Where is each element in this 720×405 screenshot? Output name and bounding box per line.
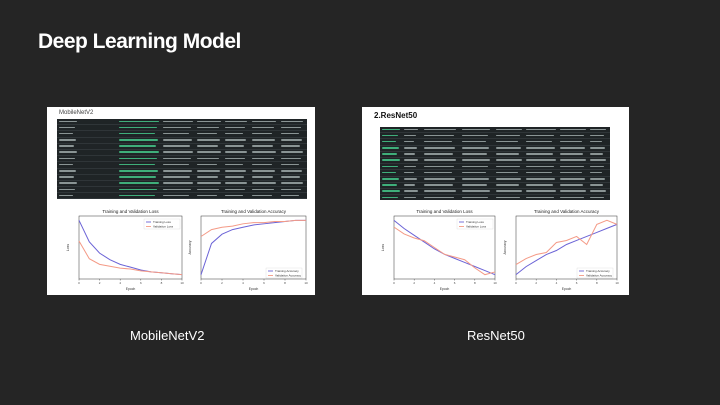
x-tick-label: 6 xyxy=(576,281,578,285)
log-line xyxy=(380,152,610,158)
legend-label: Training Accuracy xyxy=(586,269,610,273)
x-tick-label: 6 xyxy=(263,281,265,285)
log-line xyxy=(57,169,307,175)
legend-label: Validation Accuracy xyxy=(275,274,301,278)
training-log-terminal xyxy=(57,119,307,199)
x-tick-label: 2 xyxy=(413,281,415,285)
log-line xyxy=(57,175,307,181)
log-line xyxy=(380,158,610,165)
log-line xyxy=(380,177,610,183)
resnet-result-image: 2.ResNet50 Training and Validation Loss 0… xyxy=(362,107,629,295)
legend xyxy=(265,267,303,279)
training-series-line xyxy=(515,223,618,276)
slide-title: Deep Learning Model xyxy=(38,30,241,53)
log-line xyxy=(380,189,610,196)
log-line xyxy=(57,187,307,194)
log-line xyxy=(57,131,307,138)
x-tick-label: 4 xyxy=(119,281,121,285)
plot-frame xyxy=(393,215,496,280)
log-line xyxy=(380,146,610,152)
validation-series-line xyxy=(393,226,496,276)
log-line xyxy=(380,133,610,140)
x-tick-label: 6 xyxy=(140,281,142,285)
x-axis-label: Epoch xyxy=(126,287,136,291)
loss-chart: Training and Validation Loss 0 2 4 6 8 10 Epoch… xyxy=(380,207,498,292)
validation-series-line xyxy=(200,219,306,237)
x-tick-label: 2 xyxy=(99,281,101,285)
log-line xyxy=(57,125,307,132)
x-tick-label: 4 xyxy=(242,281,244,285)
legend-label: Training Loss xyxy=(153,220,171,224)
legend-label: Validation Accuracy xyxy=(586,274,612,278)
mobilenet-caption: MobileNetV2 xyxy=(130,328,205,343)
log-line xyxy=(57,162,307,169)
log-line xyxy=(57,181,307,188)
log-line xyxy=(380,183,610,189)
plot-frame xyxy=(515,215,618,280)
x-tick-label: 8 xyxy=(596,281,598,285)
chart-title: Training and Validation Loss xyxy=(102,209,159,214)
log-line xyxy=(380,164,610,171)
x-tick-label: 2 xyxy=(535,281,537,285)
plot-frame xyxy=(78,215,183,280)
y-axis-label: Accuracy xyxy=(503,240,507,254)
accuracy-chart: Training and Validation Accuracy 0 2 4 6 8 10 E… xyxy=(502,207,620,292)
log-line xyxy=(57,193,307,199)
y-axis-label: Accuracy xyxy=(188,240,192,254)
log-line xyxy=(380,195,610,200)
legend xyxy=(576,267,614,279)
legend xyxy=(456,218,494,230)
legend-label: Validation Loss xyxy=(153,225,174,229)
x-tick-label: 8 xyxy=(284,281,286,285)
log-line xyxy=(380,127,610,134)
validation-series-line xyxy=(515,219,618,266)
log-line xyxy=(380,139,610,146)
legend-label: Validation Loss xyxy=(466,225,487,229)
legend-label: Training Accuracy xyxy=(275,269,299,273)
plot-frame xyxy=(200,215,307,280)
panel-title: MobileNetV2 xyxy=(59,110,94,116)
x-tick-label: 0 xyxy=(78,281,80,285)
resnet-caption: ResNet50 xyxy=(467,328,525,343)
x-tick-label: 8 xyxy=(474,281,476,285)
x-tick-label: 0 xyxy=(393,281,395,285)
chart-title: Training and Validation Accuracy xyxy=(534,209,600,214)
mobilenet-result-image: MobileNetV2 Training and Validation Loss… xyxy=(47,107,315,295)
x-tick-label: 0 xyxy=(200,281,202,285)
log-line xyxy=(380,170,610,177)
x-tick-label: 8 xyxy=(161,281,163,285)
training-log-terminal xyxy=(380,127,610,200)
chart-title: Training and Validation Accuracy xyxy=(221,209,287,214)
log-line xyxy=(57,150,307,157)
x-axis-label: Epoch xyxy=(440,287,450,291)
legend xyxy=(143,218,181,230)
legend-label: Training Loss xyxy=(466,220,484,224)
log-line xyxy=(57,144,307,150)
x-tick-label: 10 xyxy=(493,281,497,285)
panel-title: 2.ResNet50 xyxy=(374,111,418,120)
log-line xyxy=(57,156,307,163)
x-tick-label: 10 xyxy=(615,281,619,285)
x-tick-label: 0 xyxy=(515,281,517,285)
x-axis-label: Epoch xyxy=(249,287,259,291)
x-tick-label: 4 xyxy=(434,281,436,285)
x-axis-label: Epoch xyxy=(562,287,572,291)
log-line xyxy=(57,119,307,126)
loss-chart: Training and Validation Loss 0 2 4 6 8 10 Epoch… xyxy=(65,207,185,292)
accuracy-chart: Training and Validation Accuracy 0 2 4 6 8 10 E… xyxy=(187,207,309,292)
y-axis-label: Loss xyxy=(66,244,70,251)
chart-title: Training and Validation Loss xyxy=(416,209,473,214)
x-tick-label: 10 xyxy=(304,281,308,285)
x-tick-label: 10 xyxy=(180,281,184,285)
log-line xyxy=(57,138,307,144)
y-axis-label: Loss xyxy=(381,244,385,251)
x-tick-label: 4 xyxy=(556,281,558,285)
validation-series-line xyxy=(78,240,183,276)
x-tick-label: 6 xyxy=(454,281,456,285)
x-tick-label: 2 xyxy=(221,281,223,285)
